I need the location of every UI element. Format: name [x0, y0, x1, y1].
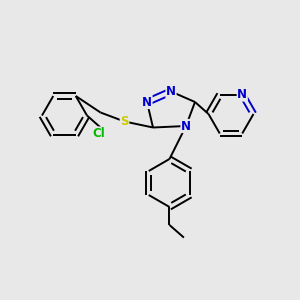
Text: S: S — [120, 115, 129, 128]
Text: Cl: Cl — [93, 127, 105, 140]
Text: N: N — [181, 119, 191, 133]
Text: N: N — [166, 85, 176, 98]
Text: N: N — [237, 88, 247, 101]
Text: N: N — [142, 95, 152, 109]
